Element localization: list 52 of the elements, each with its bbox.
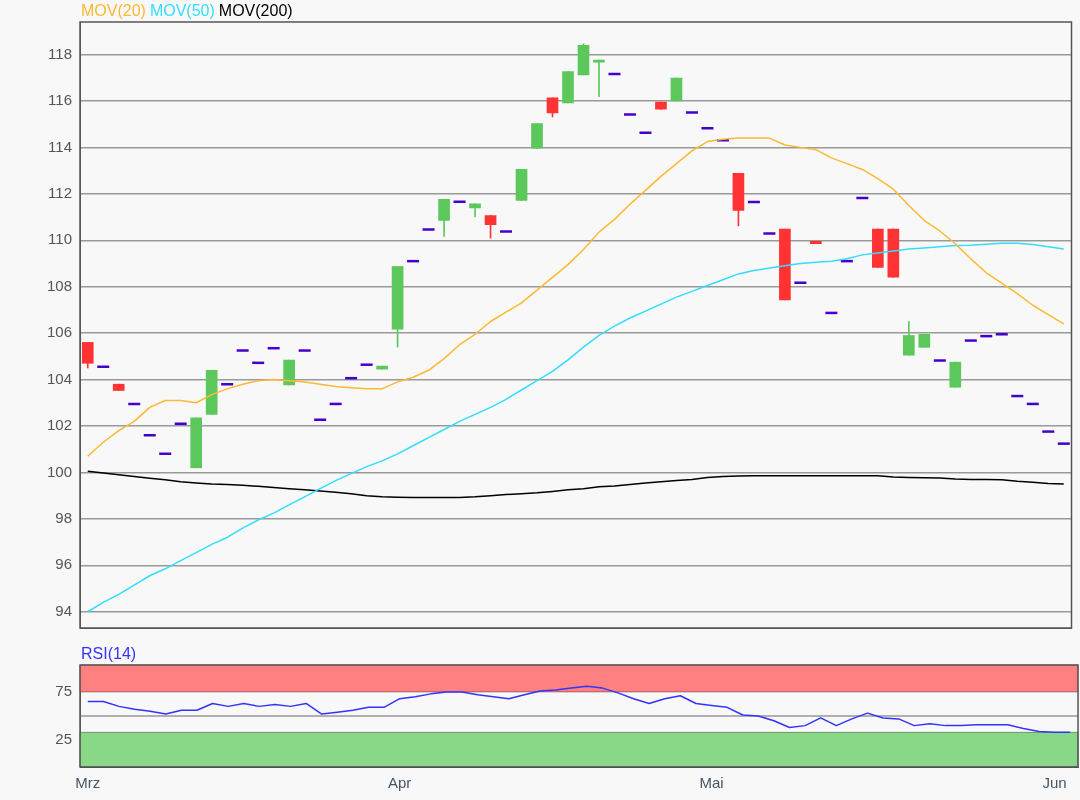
y-tick-label: 118 [48,44,72,62]
y-tick-label: 112 [48,183,72,201]
candlestick [219,382,235,386]
candlestick [932,359,948,362]
y-tick-label: 116 [48,91,72,109]
candlestick [684,111,700,114]
candlestick [421,228,436,231]
candlestick [994,333,1010,336]
candlestick [622,113,638,116]
y-tick-label: 75 [55,682,72,700]
x-tick-label: Jun [1042,774,1067,792]
text: RSI(14) [81,645,137,662]
y-tick-label: 104 [46,369,72,387]
candlestick [700,127,715,130]
candlestick [173,422,188,425]
candlestick [1041,430,1056,433]
y-tick-label: 110 [48,230,72,248]
candlestick [949,361,962,388]
candlestick [359,363,374,366]
candlestick [452,200,467,203]
y-tick-label: 106 [46,323,72,341]
text: MOV(20) [81,2,146,19]
x-tick-label: Mai [699,774,724,792]
candlestick [498,230,514,233]
y-tick-label: 94 [55,601,72,619]
candlestick [793,281,808,284]
candlestick [638,131,653,134]
candlestick [312,418,328,421]
text: MOV(200) [218,2,293,19]
candlestick [1056,442,1071,445]
candlestick [918,333,931,348]
candlestick [112,383,125,391]
candlestick [95,365,111,369]
candlestick [205,369,218,415]
x-tick-label: Apr [388,774,412,792]
y-tick-label: 100 [46,462,72,480]
y-tick-label: 102 [46,416,72,434]
candlestick [235,349,250,352]
y-tick-label: 108 [46,276,72,294]
candlestick [343,376,359,380]
y-tick-label: 96 [55,555,72,573]
candlestick [762,232,777,235]
text: MOV(50) [149,2,215,19]
y-tick-label: 98 [55,509,72,527]
x-tick-label: Mrz [75,774,101,792]
candlestick [297,349,312,352]
candlestick [142,434,157,437]
candlestick [963,339,979,342]
y-tick-label: 25 [55,730,72,748]
candlestick [266,346,281,350]
candlestick [190,417,203,469]
y-tick-label: 114 [48,137,72,155]
